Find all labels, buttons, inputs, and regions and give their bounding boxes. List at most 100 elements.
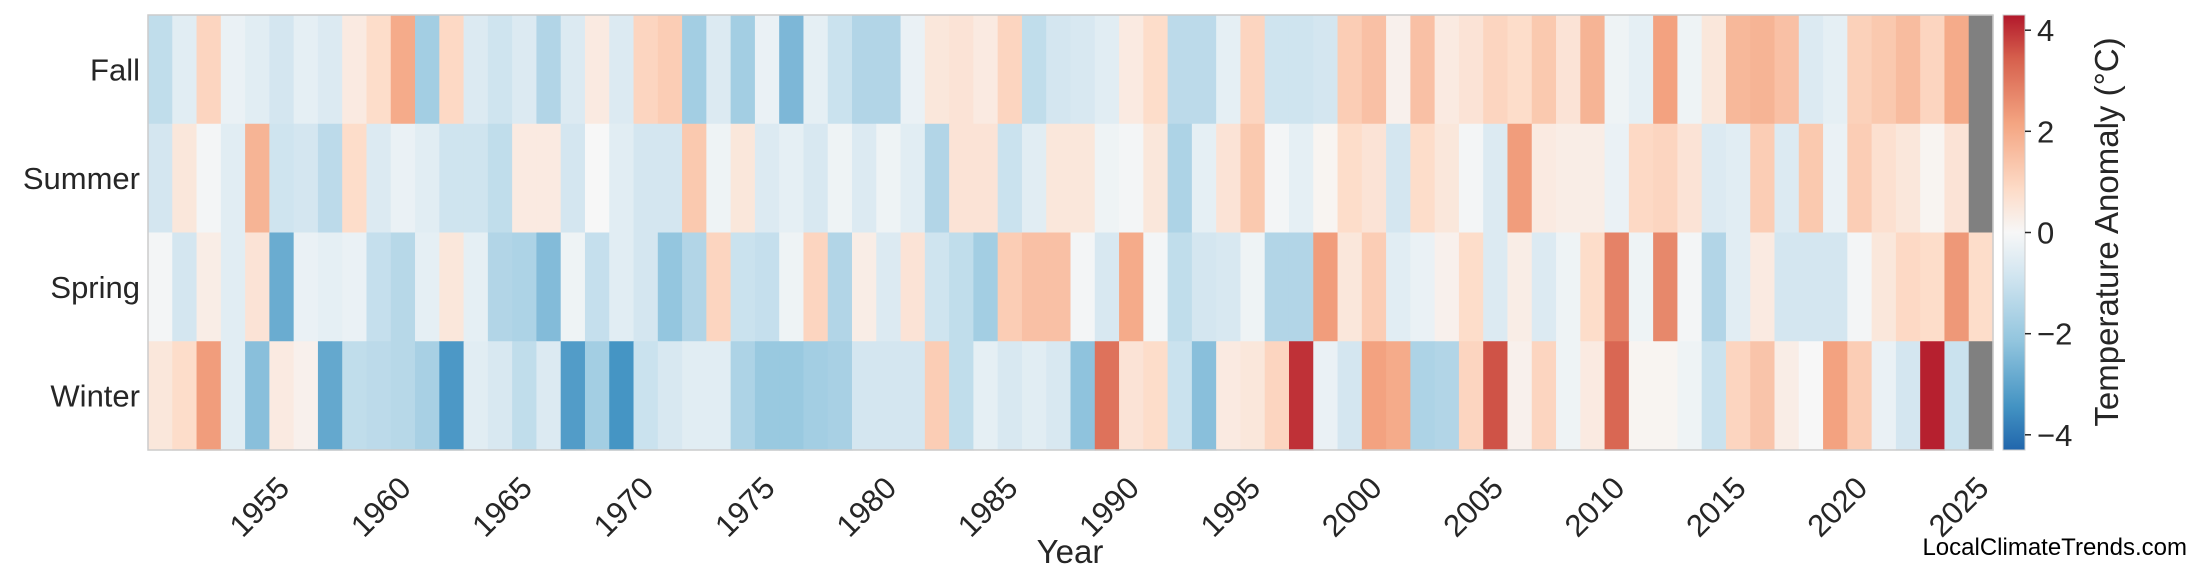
heatmap-cell-spring-2012 [1653, 232, 1679, 342]
heatmap-cell-spring-1966 [536, 232, 562, 342]
heatmap-cell-winter-2013 [1677, 341, 1703, 451]
heatmap-cell-fall-1978 [827, 15, 853, 125]
heatmap-cell-spring-1955 [269, 232, 295, 342]
x-tick-label-1955: 1955 [223, 470, 297, 544]
heatmap-cell-summer-2024 [1944, 123, 1970, 234]
heatmap-cell-summer-1950 [148, 123, 173, 234]
heatmap-cell-fall-1963 [463, 15, 489, 125]
heatmap-cell-summer-1994 [1216, 123, 1242, 234]
x-tick-label-1965: 1965 [465, 470, 539, 544]
heatmap-cell-summer-1953 [220, 123, 246, 234]
heatmap-cell-winter-1978 [827, 341, 853, 451]
heatmap-cell-winter-1969 [609, 341, 635, 451]
heatmap-cell-summer-1999 [1337, 123, 1363, 234]
heatmap-cell-winter-2017 [1774, 341, 1800, 451]
heatmap-cell-spring-1971 [657, 232, 683, 342]
x-tick-label-2015: 2015 [1679, 470, 1753, 544]
heatmap-cell-spring-1970 [633, 232, 659, 342]
heatmap-cell-winter-1965 [512, 341, 538, 451]
heatmap-cell-spring-1965 [512, 232, 538, 342]
heatmap-cell-fall-1988 [1070, 15, 1096, 125]
x-tick-label-2010: 2010 [1558, 470, 1632, 544]
heatmap-cell-spring-2023 [1920, 232, 1946, 342]
heatmap-cell-spring-2020 [1847, 232, 1873, 342]
heatmap-cell-summer-2025 [1968, 123, 1994, 234]
heatmap-cell-fall-1987 [1046, 15, 1072, 125]
heatmap-cell-winter-2021 [1871, 341, 1897, 451]
heatmap-cell-spring-2021 [1871, 232, 1897, 342]
heatmap-cell-fall-2018 [1798, 15, 1824, 125]
heatmap-cell-winter-1967 [560, 341, 586, 451]
heatmap-cell-summer-2004 [1458, 123, 1484, 234]
heatmap-cell-spring-1979 [852, 232, 877, 342]
source-credit: LocalClimateTrends.com [1922, 534, 2187, 561]
heatmap-cells [148, 15, 1994, 451]
heatmap-cell-fall-2011 [1628, 15, 1654, 125]
heatmap-cell-winter-1952 [196, 341, 222, 451]
heatmap-cell-spring-2008 [1556, 232, 1581, 342]
heatmap-cell-summer-2010 [1604, 123, 1630, 234]
heatmap-cell-fall-1989 [1094, 15, 1120, 125]
heatmap-cell-winter-2008 [1556, 341, 1581, 451]
heatmap-cell-spring-1952 [196, 232, 222, 342]
heatmap-cell-winter-1973 [706, 341, 732, 451]
heatmap-cell-spring-2000 [1361, 232, 1387, 342]
heatmap-cell-summer-1987 [1046, 123, 1072, 234]
heatmap-cell-spring-1975 [754, 232, 780, 342]
heatmap-cell-fall-1998 [1313, 15, 1339, 125]
heatmap-cell-winter-1995 [1240, 341, 1266, 451]
heatmap-cell-summer-2011 [1628, 123, 1654, 234]
heatmap-cell-winter-2018 [1798, 341, 1824, 451]
heatmap-cell-winter-1977 [803, 341, 829, 451]
heatmap-cell-spring-2003 [1434, 232, 1460, 342]
heatmap-cell-summer-1965 [512, 123, 538, 234]
colorbar-ticks: 4 2 0 −2 −4 [2025, 13, 2072, 453]
heatmap-cell-spring-1969 [609, 232, 635, 342]
heatmap-cell-summer-1952 [196, 123, 222, 234]
heatmap-cell-winter-1954 [245, 341, 270, 451]
x-tick-labels: 1955 1960 1965 1970 1975 1980 1985 1990 1995 2000… [223, 470, 1996, 544]
heatmap-cell-winter-1982 [924, 341, 950, 451]
heatmap-cell-winter-2005 [1483, 341, 1509, 451]
heatmap-cell-summer-1957 [317, 123, 343, 234]
heatmap-cell-spring-1986 [1021, 232, 1047, 342]
x-tick-label-1970: 1970 [587, 470, 661, 544]
heatmap-cell-summer-1951 [172, 123, 198, 234]
heatmap-cell-fall-2012 [1653, 15, 1679, 125]
heatmap-cell-fall-1997 [1288, 15, 1314, 125]
heatmap-cell-spring-1981 [900, 232, 926, 342]
heatmap-cell-winter-1985 [997, 341, 1023, 451]
heatmap-cell-fall-2015 [1725, 15, 1751, 125]
x-tick-label-1960: 1960 [344, 470, 418, 544]
heatmap-cell-spring-1982 [924, 232, 950, 342]
heatmap-cell-fall-1994 [1216, 15, 1242, 125]
heatmap-cell-spring-1985 [997, 232, 1023, 342]
heatmap-cell-spring-1960 [390, 232, 416, 342]
heatmap-cell-spring-1998 [1313, 232, 1339, 342]
heatmap-cell-spring-1967 [560, 232, 586, 342]
heatmap-cell-fall-2013 [1677, 15, 1703, 125]
heatmap-cell-spring-1983 [949, 232, 974, 342]
heatmap-cell-fall-1951 [172, 15, 198, 125]
heatmap-cell-spring-1954 [245, 232, 270, 342]
heatmap-cell-winter-1968 [584, 341, 610, 451]
heatmap-cell-spring-1988 [1070, 232, 1096, 342]
heatmap-cell-fall-1957 [317, 15, 343, 125]
heatmap-cell-summer-1958 [342, 123, 368, 234]
heatmap-cell-winter-2002 [1410, 341, 1436, 451]
heatmap-cell-summer-1989 [1094, 123, 1120, 234]
heatmap-cell-summer-1960 [390, 123, 416, 234]
heatmap-cell-winter-1993 [1191, 341, 1217, 451]
heatmap-cell-spring-1968 [584, 232, 610, 342]
heatmap-cell-summer-1996 [1264, 123, 1290, 234]
y-tick-label-winter: Winter [50, 379, 140, 414]
heatmap-cell-fall-1972 [682, 15, 707, 125]
y-tick-label-fall: Fall [90, 52, 140, 87]
heatmap-cell-fall-1959 [366, 15, 392, 125]
heatmap-cell-fall-1975 [754, 15, 780, 125]
x-tick-label-2005: 2005 [1436, 470, 1510, 544]
heatmap-cell-spring-2009 [1580, 232, 1606, 342]
heatmap-cell-winter-1953 [220, 341, 246, 451]
heatmap-cell-summer-2017 [1774, 123, 1800, 234]
